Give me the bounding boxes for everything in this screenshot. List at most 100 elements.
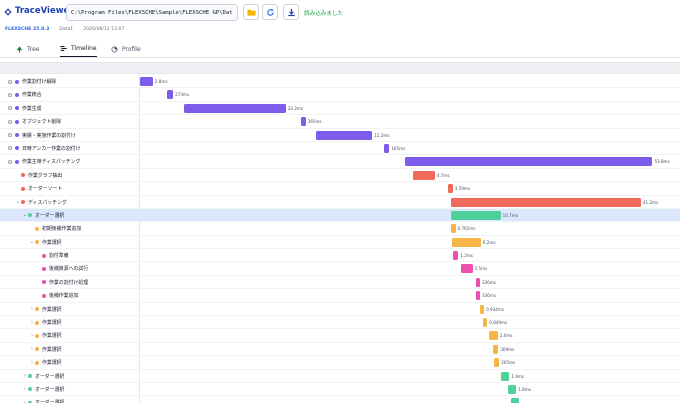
timeline-row[interactable]: › 作業選択 2.0ms: [0, 329, 680, 343]
expand-ring-icon[interactable]: [8, 92, 12, 97]
timeline-row[interactable]: 後補資源への試行 2.5ms: [0, 262, 680, 276]
row-label-text: 作業割付け解除: [22, 79, 57, 85]
category-dot-icon: [21, 200, 25, 205]
timeline-row[interactable]: 後補作業追加 336ms: [0, 289, 680, 303]
timeline-bar[interactable]: [140, 77, 153, 86]
timeline-bar[interactable]: [183, 103, 286, 113]
expand-ring-icon[interactable]: [8, 133, 12, 138]
duration-label: 0.765ms: [457, 226, 476, 232]
timeline-bar[interactable]: [451, 210, 501, 220]
chevron-icon[interactable]: ›: [31, 332, 33, 339]
timeline-bar[interactable]: [508, 384, 517, 394]
row-label: 実績・実施作業の割付け: [8, 129, 76, 142]
pie-icon: [111, 45, 118, 53]
duration-label: 53.8ms: [654, 159, 670, 165]
chevron-icon[interactable]: ›: [24, 373, 26, 380]
timeline-row[interactable]: 作業の割付け処理 336ms: [0, 276, 680, 290]
timeline-row[interactable]: 作業主導ディスパッチング 53.8ms: [0, 155, 680, 169]
chevron-icon[interactable]: ›: [31, 319, 33, 326]
timeline-row[interactable]: › オーダー選択: [0, 396, 680, 403]
timeline-bar[interactable]: [475, 291, 480, 301]
timeline-row[interactable]: 作業生成 22.2ms: [0, 102, 680, 116]
timeline-bar[interactable]: [451, 224, 456, 234]
tab-timeline-label: Timeline: [71, 45, 97, 52]
timeline-row[interactable]: 日時アンカー作業の割付け 165ms: [0, 142, 680, 156]
row-label: › 作業選択: [29, 356, 62, 369]
chevron-icon[interactable]: ›: [31, 306, 33, 313]
row-label: 日時アンカー作業の割付け: [8, 142, 81, 155]
timeline-bar[interactable]: [479, 304, 485, 314]
timeline-row[interactable]: 初期後補作業追加 0.765ms: [0, 222, 680, 236]
timeline-bar[interactable]: [404, 157, 653, 167]
open-folder-button[interactable]: [243, 4, 259, 20]
row-label: ⌄ オーダー選択: [22, 209, 64, 222]
timeline-bar[interactable]: [452, 237, 481, 247]
category-dot-icon: [35, 307, 39, 312]
timeline-bar[interactable]: [500, 371, 510, 381]
expand-ring-icon[interactable]: [8, 106, 12, 111]
timeline-row[interactable]: 作業グラフ抽出 4.7ms: [0, 169, 680, 183]
timeline-row[interactable]: ⌄ 作業選択 6.2ms: [0, 236, 680, 250]
row-label: › 作業選択: [29, 329, 62, 342]
tab-profile[interactable]: Profile: [111, 41, 141, 57]
tab-timeline[interactable]: Timeline: [60, 41, 97, 57]
expand-ring-icon[interactable]: [8, 159, 12, 164]
category-dot-icon: [35, 240, 39, 245]
load-button[interactable]: [283, 4, 299, 20]
timeline-row[interactable]: › 作業選択 0.849ms: [0, 316, 680, 330]
row-label-text: 作業選択: [42, 239, 62, 246]
timeline-row[interactable]: 作業割付け解除 2.8ms: [0, 75, 680, 89]
timeline-bar[interactable]: [316, 130, 373, 140]
timeline-bar[interactable]: [384, 143, 390, 153]
timeline-row[interactable]: › オーダー選択 1.8ms: [0, 383, 680, 397]
timeline-bar[interactable]: [494, 358, 500, 368]
row-label-text: 作業の割付け処理: [49, 279, 89, 286]
reload-button[interactable]: [262, 4, 278, 20]
timeline-row[interactable]: ⌄ オーダー選択 10.7ms: [0, 208, 680, 223]
timeline-bar[interactable]: [451, 197, 641, 207]
timeline-bar[interactable]: [300, 117, 306, 127]
tab-profile-label: Profile: [122, 45, 141, 53]
timeline-bar[interactable]: [483, 318, 488, 328]
file-path-field[interactable]: C:\Program Files\FLEXSCHE\Sample\FLEXSCH…: [66, 4, 238, 21]
timeline-row[interactable]: オーダーソート 3.59ms: [0, 182, 680, 196]
timeline-row[interactable]: ⌄ ディスパッチング 41.2ms: [0, 196, 680, 209]
timeline-bar[interactable]: [475, 277, 480, 287]
chevron-icon[interactable]: ⌄: [15, 199, 21, 206]
chevron-icon[interactable]: ›: [31, 346, 33, 353]
timeline-bar[interactable]: [493, 344, 499, 354]
timeline-bar[interactable]: [448, 184, 453, 194]
expand-ring-icon[interactable]: [8, 119, 12, 124]
chevron-icon[interactable]: ⌄: [29, 239, 35, 246]
chevron-icon[interactable]: ›: [31, 359, 33, 366]
timeline-row[interactable]: 作業統合 273ms: [0, 88, 680, 102]
row-label-text: 作業選択: [42, 360, 62, 367]
timeline-bar[interactable]: [452, 251, 459, 261]
expand-ring-icon[interactable]: [8, 146, 12, 151]
timeline-bar[interactable]: [413, 170, 435, 180]
row-label-text: 作業主導ディスパッチング: [22, 159, 81, 166]
timeline-bar[interactable]: [167, 90, 174, 100]
timeline-bar[interactable]: [461, 264, 473, 274]
label-divider: [139, 74, 140, 403]
timeline-row[interactable]: › オーダー選択 1.9ms: [0, 370, 680, 383]
timeline-bar[interactable]: [511, 398, 519, 403]
timeline-bar[interactable]: [488, 331, 498, 341]
timeline-row[interactable]: › 作業選択 0.934ms: [0, 303, 680, 317]
row-label: 後補作業追加: [36, 289, 78, 302]
expand-ring-icon[interactable]: [8, 79, 12, 84]
chevron-icon[interactable]: ›: [24, 399, 26, 403]
chevron-icon[interactable]: ⌄: [22, 212, 28, 219]
timeline-row[interactable]: 割付準備 1.2ms: [0, 249, 680, 263]
timeline-row[interactable]: オブジェクト削除 365ms: [0, 115, 680, 129]
category-dot-icon: [21, 173, 25, 178]
timeline-row[interactable]: › 作業選択 309ms: [0, 343, 680, 357]
chevron-icon[interactable]: ›: [24, 386, 26, 393]
row-label-text: 割付準備: [49, 253, 69, 260]
row-label: › オーダー選択: [22, 396, 64, 403]
timeline-row[interactable]: › 作業選択 265ms: [0, 356, 680, 370]
category-dot-icon: [35, 360, 39, 365]
tab-tree[interactable]: Tree: [16, 41, 40, 57]
timeline-row[interactable]: 実績・実施作業の割付け 12.2ms: [0, 129, 680, 142]
duration-label: 2.5ms: [474, 266, 488, 272]
